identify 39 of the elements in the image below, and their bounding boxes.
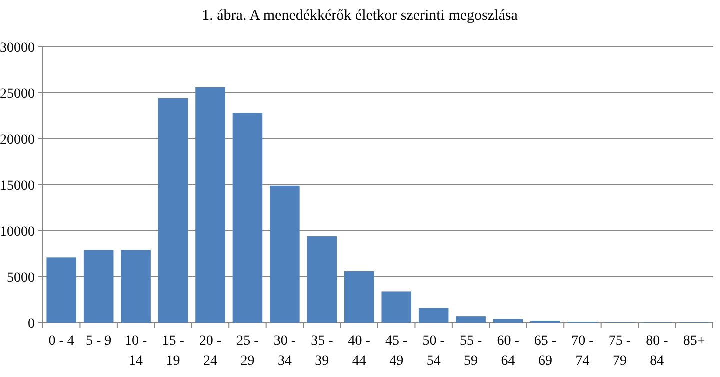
y-tick-label: 20000 bbox=[0, 132, 35, 148]
bar bbox=[418, 308, 449, 323]
bar bbox=[84, 250, 114, 323]
bar bbox=[46, 258, 76, 323]
bar bbox=[344, 271, 374, 323]
x-tick-label: 0 - 4 bbox=[48, 334, 74, 349]
bar bbox=[121, 250, 151, 323]
x-tick-label: 20 - 24 bbox=[199, 334, 222, 369]
y-tick-label: 30000 bbox=[0, 40, 35, 56]
y-tick-label: 25000 bbox=[0, 86, 35, 102]
x-tick-label: 10 - 14 bbox=[124, 334, 148, 369]
x-tick-label: 60 - 64 bbox=[497, 334, 520, 369]
x-tick-label: 35 - 39 bbox=[311, 334, 334, 369]
x-tick-label: 85+ bbox=[683, 334, 706, 349]
x-tick-label: 80 - 84 bbox=[646, 334, 669, 369]
x-tick-label: 5 - 9 bbox=[86, 334, 112, 349]
y-tick-label: 10000 bbox=[0, 224, 35, 240]
y-tick-label: 0 bbox=[28, 316, 35, 332]
x-tick-label: 15 - 19 bbox=[162, 334, 185, 369]
bar bbox=[493, 319, 524, 323]
x-tick-label: 45 - 49 bbox=[386, 334, 408, 369]
x-tick-label: 70 - 74 bbox=[572, 334, 594, 369]
x-tick-label: 25 - 29 bbox=[236, 334, 260, 369]
x-tick-label: 65 - 69 bbox=[534, 334, 557, 369]
x-tick-label: 30 - 34 bbox=[274, 334, 296, 369]
y-tick-label: 5000 bbox=[7, 270, 35, 286]
bar bbox=[270, 186, 300, 323]
x-tick-label: 55 - 59 bbox=[460, 334, 482, 369]
bar bbox=[456, 316, 486, 323]
x-tick-label: 40 - 44 bbox=[348, 334, 371, 369]
bar bbox=[196, 87, 226, 323]
bar bbox=[158, 98, 188, 323]
bar bbox=[232, 113, 263, 323]
x-tick-label: 75 - 79 bbox=[608, 334, 632, 369]
bar bbox=[307, 236, 338, 323]
bar bbox=[382, 292, 412, 323]
chart-title: 1. ábra. A menedékkérők életkor szerinti megoszlása bbox=[202, 8, 518, 24]
x-tick-label: 50 - 54 bbox=[422, 334, 446, 369]
y-tick-label: 15000 bbox=[0, 178, 35, 194]
